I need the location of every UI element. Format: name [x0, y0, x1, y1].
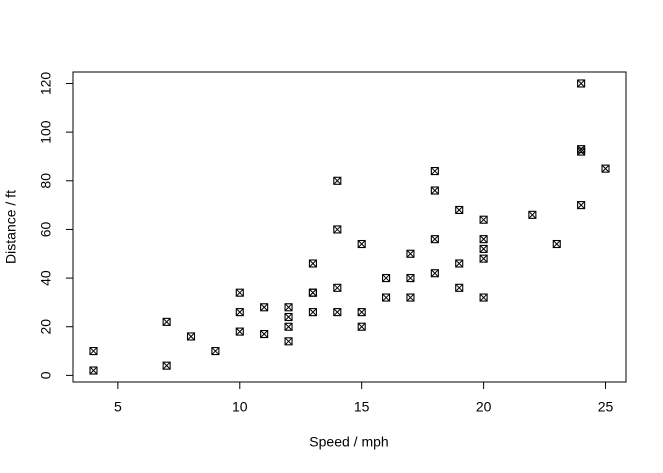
point — [430, 167, 439, 176]
point — [235, 327, 244, 336]
point — [357, 322, 366, 331]
point — [235, 308, 244, 317]
y-tick-label: 120 — [38, 72, 54, 96]
point — [260, 329, 269, 339]
x-tick-label: 15 — [354, 399, 370, 415]
point — [357, 239, 366, 249]
point — [308, 288, 317, 297]
point — [577, 145, 586, 154]
y-axis-label: Distance / ft — [3, 190, 19, 264]
point — [430, 235, 439, 244]
point — [162, 317, 171, 326]
point — [552, 239, 561, 249]
y-tick-label: 40 — [38, 270, 54, 286]
point — [333, 308, 342, 317]
point — [284, 322, 293, 331]
x-tick-label: 10 — [232, 399, 248, 415]
point — [89, 347, 98, 356]
x-tick-label: 5 — [114, 399, 122, 415]
point — [479, 293, 488, 302]
point — [186, 332, 196, 341]
point — [479, 235, 488, 244]
y-tick-label: 60 — [38, 221, 54, 237]
point — [211, 347, 220, 356]
point — [479, 254, 488, 263]
point — [479, 215, 488, 224]
x-axis-label: Speed / mph — [309, 434, 388, 450]
point — [308, 259, 317, 268]
point — [284, 337, 293, 346]
point — [406, 274, 415, 283]
point — [601, 164, 610, 173]
point — [406, 293, 415, 302]
point — [406, 249, 415, 258]
plot-frame — [72, 71, 627, 383]
point — [577, 79, 586, 88]
point — [260, 303, 269, 312]
point — [235, 288, 244, 297]
point — [577, 201, 586, 210]
point — [479, 244, 488, 253]
y-tick-label: 0 — [38, 371, 54, 379]
point — [455, 283, 464, 292]
point — [162, 361, 171, 370]
point — [382, 274, 391, 283]
x-tick-label: 25 — [598, 399, 614, 415]
y-tick-label: 100 — [38, 120, 54, 144]
point — [89, 366, 98, 375]
y-tick-label: 20 — [38, 319, 54, 335]
point — [357, 308, 366, 317]
y-tick-label: 80 — [38, 173, 54, 189]
point — [308, 308, 317, 317]
point — [455, 205, 464, 215]
x-tick-label: 20 — [476, 399, 492, 415]
point — [430, 186, 439, 195]
point — [430, 269, 439, 278]
point — [382, 293, 391, 302]
point — [333, 176, 342, 185]
point — [528, 210, 537, 219]
point — [333, 283, 342, 292]
point — [284, 303, 293, 312]
point — [333, 225, 342, 234]
point — [455, 259, 464, 268]
point — [284, 312, 293, 322]
